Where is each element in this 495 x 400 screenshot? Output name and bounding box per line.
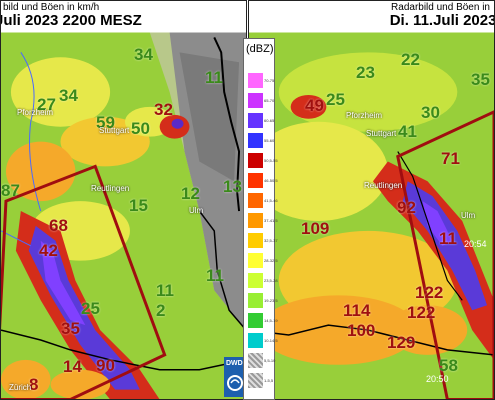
gust-value: 11 xyxy=(439,229,457,248)
legend-label: 55-60 xyxy=(264,138,275,143)
legend-label: 65-70 xyxy=(264,98,275,103)
time-label: 20:50 xyxy=(426,374,449,384)
gust-value: 11 xyxy=(205,68,223,87)
gust-value: 129 xyxy=(387,333,416,352)
gust-value: 11 xyxy=(156,281,174,300)
gust-value: 109 xyxy=(301,219,330,238)
legend-label: 5,5-10 xyxy=(264,358,276,363)
gust-value: 41 xyxy=(398,122,417,141)
city-label: Pforzheim xyxy=(346,111,383,120)
gust-value: 22 xyxy=(401,50,420,69)
legend-swatch xyxy=(248,313,263,328)
legend-swatch xyxy=(248,333,263,348)
city-label: Reutlingen xyxy=(91,184,130,193)
panel-title-left: Juli 2023 2200 MESZ xyxy=(0,12,142,29)
legend-swatch xyxy=(248,193,263,208)
gust-value: 25 xyxy=(326,90,345,109)
gust-value: 92 xyxy=(397,198,416,217)
gust-value: 42 xyxy=(39,241,58,260)
radar-map-right xyxy=(249,32,494,399)
gust-value: 30 xyxy=(421,103,440,122)
gust-value: 27 xyxy=(37,95,56,114)
gust-value: 13 xyxy=(223,177,242,196)
gust-value: 122 xyxy=(415,283,444,302)
panel-subtitle-right: Radarbild und Böen in xyxy=(391,2,490,13)
city-label: Reutlingen xyxy=(364,181,403,190)
gust-value: 11 xyxy=(206,266,224,285)
legend-label: 41,5-46 xyxy=(264,198,278,203)
city-label: Stuttgart xyxy=(366,129,397,138)
gust-value: 12 xyxy=(181,184,200,203)
panel-title-right: Di. 11.Juli 2023 2300 xyxy=(389,12,495,29)
legend-swatch xyxy=(248,353,263,368)
city-label: Stuttgart xyxy=(99,126,130,135)
dbz-legend: (dBZ) 70-75 65-70 60-65 55-60 50,5-55 46-50,5… xyxy=(243,38,278,400)
legend-swatch xyxy=(248,213,263,228)
legend-label: 50,5-55 xyxy=(264,158,278,163)
gust-value: 25 xyxy=(81,299,100,318)
legend-swatch xyxy=(248,93,263,108)
legend-title: (dBZ) xyxy=(246,43,274,55)
gust-value: 59 xyxy=(96,113,115,132)
legend-label: 23,5-28 xyxy=(264,278,278,283)
panel-header-right: Radarbild und Böen in Di. 11.Juli 2023 2… xyxy=(249,1,494,31)
gust-value: 68 xyxy=(49,216,68,235)
radar-map-left xyxy=(1,32,246,399)
legend-label: 1-5,5 xyxy=(264,378,274,383)
legend-label: 14,5-19 xyxy=(264,318,278,323)
legend-swatch xyxy=(248,293,263,308)
gust-value: 90 xyxy=(96,356,115,375)
legend-label: 70-75 xyxy=(264,78,275,83)
legend-swatch xyxy=(248,73,263,88)
legend-swatch xyxy=(248,233,263,248)
time-label: 20:54 xyxy=(464,239,487,249)
legend-swatch xyxy=(248,253,263,268)
city-label: Zürich xyxy=(9,383,32,392)
panel-subtitle-left: bild und Böen in km/h xyxy=(3,2,100,13)
legend-label: 19-23,5 xyxy=(264,298,278,303)
gust-value: 32 xyxy=(154,100,173,119)
legend-swatch xyxy=(248,373,263,388)
dwd-logo-icon xyxy=(227,375,243,391)
legend-label: 32,5-37 xyxy=(264,238,278,243)
city-label: Ulm xyxy=(461,211,476,220)
city-label: Ulm xyxy=(189,206,204,215)
gust-value: 35 xyxy=(471,70,490,89)
dwd-logo-text: DWD xyxy=(226,360,243,367)
radar-panel-left: bild und Böen in km/h Juli 2023 2200 MES… xyxy=(0,0,247,400)
gust-value: 100 xyxy=(347,321,376,340)
gust-value: 2 xyxy=(156,301,166,320)
gust-value: 14 xyxy=(63,357,82,376)
radar-panel-right: Radarbild und Böen in Di. 11.Juli 2023 2… xyxy=(248,0,495,400)
gust-value: 34 xyxy=(134,45,153,64)
legend-swatch xyxy=(248,273,263,288)
gust-value: 34 xyxy=(59,86,78,105)
legend-swatch xyxy=(248,133,263,148)
gust-value: 23 xyxy=(356,63,375,82)
city-label: Pforzheim xyxy=(17,108,54,117)
gust-value: 122 xyxy=(407,303,436,322)
legend-swatch xyxy=(248,173,263,188)
gust-value: 35 xyxy=(61,319,80,338)
legend-swatch xyxy=(248,113,263,128)
gust-value: 50 xyxy=(131,119,150,138)
gust-value: 8 xyxy=(29,375,39,394)
panel-header-left: bild und Böen in km/h Juli 2023 2200 MES… xyxy=(1,1,246,31)
gust-value: 114 xyxy=(343,301,371,320)
legend-label: 60-65 xyxy=(264,118,275,123)
gust-value: 71 xyxy=(441,149,460,168)
legend-label: 37-41,5 xyxy=(264,218,278,223)
legend-label: 46-50,5 xyxy=(264,178,278,183)
legend-swatch xyxy=(248,153,263,168)
gust-value: 15 xyxy=(129,196,148,215)
legend-label: 10-14,5 xyxy=(264,338,278,343)
dwd-logo: DWD xyxy=(224,357,246,397)
gust-value: 87 xyxy=(1,181,20,200)
legend-label: 28-32,5 xyxy=(264,258,278,263)
gust-value: 49 xyxy=(305,96,324,115)
gust-value: 58 xyxy=(439,356,458,375)
